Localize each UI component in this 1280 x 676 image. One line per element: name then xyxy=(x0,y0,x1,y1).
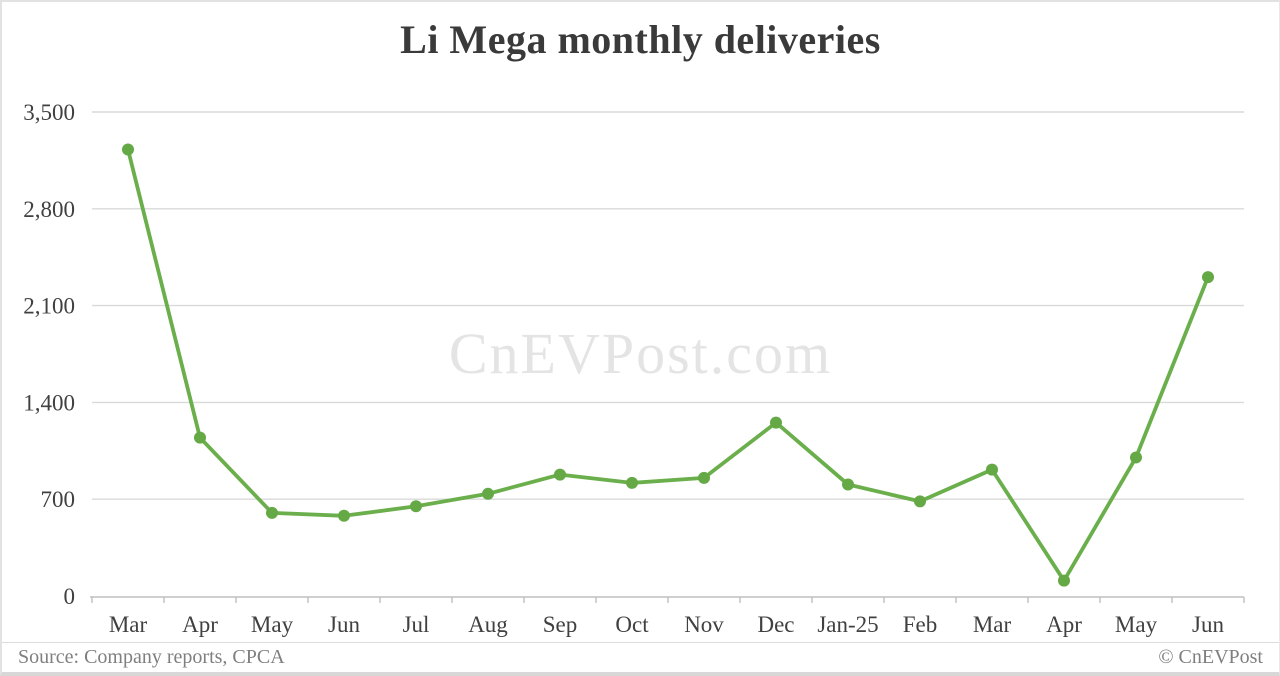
data-point xyxy=(698,471,710,484)
y-axis-label: 1,400 xyxy=(23,390,75,415)
x-axis-label: Jan-25 xyxy=(817,612,878,637)
data-point xyxy=(842,478,854,491)
data-point xyxy=(554,468,566,481)
x-axis-label: Nov xyxy=(684,612,724,637)
data-point xyxy=(626,476,638,489)
x-axis-label: Oct xyxy=(615,612,649,637)
y-axis-label: 2,100 xyxy=(23,294,75,319)
x-axis-label: May xyxy=(251,612,294,637)
x-axis-label: Jun xyxy=(1192,612,1224,637)
data-point xyxy=(1202,271,1214,284)
data-point xyxy=(770,416,782,429)
y-axis-label: 2,800 xyxy=(23,197,75,222)
x-axis-label: Sep xyxy=(543,612,578,637)
x-axis-label: Jul xyxy=(403,612,430,637)
y-axis-label: 3,500 xyxy=(23,100,75,125)
data-point xyxy=(1130,451,1142,464)
data-point xyxy=(986,463,998,476)
x-axis-label: Mar xyxy=(973,612,1012,637)
source-note: Source: Company reports, CPCA xyxy=(18,646,285,668)
x-axis-label: Apr xyxy=(182,612,218,637)
x-axis-label: Feb xyxy=(903,612,938,637)
data-point xyxy=(914,495,926,508)
watermark: CnEVPost.com xyxy=(448,321,833,386)
data-point xyxy=(266,506,278,519)
data-point xyxy=(410,500,422,513)
y-axis-label: 0 xyxy=(64,584,76,609)
data-point xyxy=(338,509,350,522)
y-axis-label: 700 xyxy=(41,487,76,512)
x-axis-label: Jun xyxy=(328,612,360,637)
chart-title: Li Mega monthly deliveries xyxy=(400,17,881,62)
data-point xyxy=(482,487,494,500)
x-axis-label: May xyxy=(1115,612,1158,637)
x-axis-label: Mar xyxy=(109,612,148,637)
x-axis-label: Aug xyxy=(468,612,508,637)
data-point xyxy=(122,143,134,156)
x-axis-label: Dec xyxy=(757,612,794,637)
data-point xyxy=(1058,574,1070,587)
data-point xyxy=(194,431,206,444)
data-line xyxy=(126,147,1210,583)
x-axis-label: Apr xyxy=(1046,612,1082,637)
footer: Source: Company reports, CPCA © CnEVPost xyxy=(2,642,1279,672)
copyright-credit: © CnEVPost xyxy=(1158,646,1263,668)
